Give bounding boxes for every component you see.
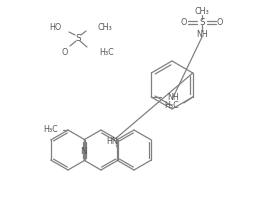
Text: H₃C: H₃C (43, 125, 58, 135)
Text: O: O (181, 18, 187, 27)
Text: NH: NH (196, 30, 208, 38)
Text: CH₃: CH₃ (97, 22, 112, 32)
Text: O: O (217, 18, 223, 27)
Text: S: S (199, 18, 205, 27)
Text: NH: NH (167, 93, 179, 101)
Text: H₃C: H₃C (164, 100, 179, 110)
Text: H₃C: H₃C (99, 47, 114, 57)
Text: HO: HO (49, 22, 61, 32)
Text: S: S (75, 33, 81, 43)
Text: N: N (81, 147, 87, 155)
Text: O: O (62, 47, 68, 57)
Text: CH₃: CH₃ (195, 7, 209, 16)
Text: HN: HN (106, 138, 118, 147)
